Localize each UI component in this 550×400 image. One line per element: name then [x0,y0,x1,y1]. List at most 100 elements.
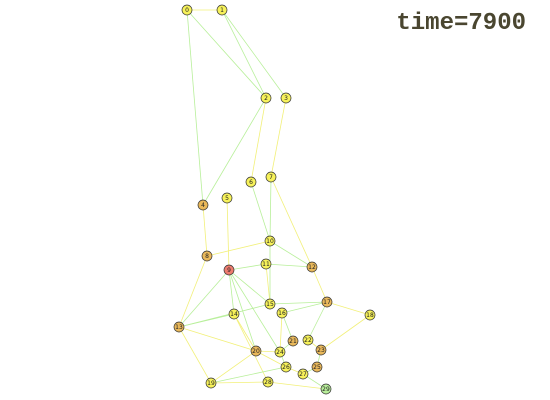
node-19: 19 [205,377,217,389]
edge-9-14 [228,269,235,315]
node-7: 7 [265,171,277,183]
node-label: 13 [175,324,183,331]
node-label: 19 [207,380,215,387]
node-6: 6 [245,176,257,188]
edge-1-3 [221,9,287,99]
node-10: 10 [264,235,276,247]
edge-9-13 [178,269,230,328]
node-circle [205,377,217,389]
node-circle [321,296,333,308]
node-25: 25 [311,361,323,373]
edge-12-17 [311,266,328,303]
node-14: 14 [228,308,240,320]
node-label: 22 [304,337,312,344]
node-circle [265,171,277,183]
node-27: 27 [297,368,309,380]
node-17: 17 [321,296,333,308]
node-label: 12 [308,264,316,271]
node-11: 11 [260,258,272,270]
edge-6-10 [250,181,271,242]
edge-5-9 [226,197,230,271]
node-circle [201,250,213,262]
node-circle [280,361,292,373]
node-label: 20 [252,348,260,355]
node-0: 0 [181,4,193,16]
node-2: 2 [260,92,272,104]
node-12: 12 [306,261,318,273]
node-label: 25 [313,364,321,371]
node-9: 9 [223,264,235,276]
node-circle [262,376,274,388]
node-circle [216,4,228,16]
edge-17-18 [326,301,371,316]
edge-17-22 [307,301,328,341]
node-label: 6 [249,179,253,186]
node-21: 21 [287,335,299,347]
edge-18-23 [320,314,371,351]
node-16: 16 [276,307,288,319]
edge-9-11 [228,263,267,271]
edge-9-20 [228,269,257,352]
node-23: 23 [315,344,327,356]
node-circle [245,176,257,188]
node-circle [364,309,376,321]
edge-16-17 [281,301,328,314]
node-circle [264,298,276,310]
node-label: 16 [278,310,286,317]
node-circle [260,92,272,104]
edge-20-26 [255,350,287,368]
node-label: 21 [289,338,297,345]
node-13: 13 [173,321,185,333]
edge-13-15 [178,303,271,328]
node-18: 18 [364,309,376,321]
node-label: 14 [230,311,238,318]
graph-edges [178,9,371,390]
edge-9-24 [228,269,281,353]
node-circle [276,307,288,319]
node-label: 7 [269,174,273,181]
edge-13-20 [178,326,257,352]
node-3: 3 [280,92,292,104]
node-circle [173,321,185,333]
edge-0-2 [186,9,267,99]
node-circle [315,344,327,356]
node-26: 26 [280,361,292,373]
node-circle [221,192,233,204]
node-label: 18 [366,312,374,319]
edge-19-20 [210,350,257,384]
edge-11-12 [265,263,313,268]
edge-16-24 [279,312,283,353]
node-label: 3 [284,95,288,102]
node-label: 11 [262,261,270,268]
node-label: 8 [205,253,209,260]
node-circle [181,4,193,16]
node-circle [264,235,276,247]
node-22: 22 [302,334,314,346]
node-circle [197,199,209,211]
node-20: 20 [250,345,262,357]
edge-1-2 [221,9,267,99]
node-label: 0 [185,7,189,14]
node-label: 17 [323,299,331,306]
node-label: 29 [322,386,330,393]
edge-15-17 [269,301,328,305]
edge-2-6 [250,97,267,183]
node-24: 24 [274,346,286,358]
edge-9-15 [228,269,271,305]
edge-10-12 [269,240,313,268]
node-circle [250,345,262,357]
node-circle [287,335,299,347]
node-label: 2 [264,95,268,102]
node-label: 24 [276,349,284,356]
node-15: 15 [264,298,276,310]
node-label: 26 [282,364,290,371]
node-label: 28 [264,379,272,386]
node-circle [260,258,272,270]
node-label: 1 [220,7,224,14]
edge-13-19 [178,326,212,384]
edge-14-28 [233,313,269,383]
node-label: 27 [299,371,307,378]
edge-28-29 [267,381,327,390]
